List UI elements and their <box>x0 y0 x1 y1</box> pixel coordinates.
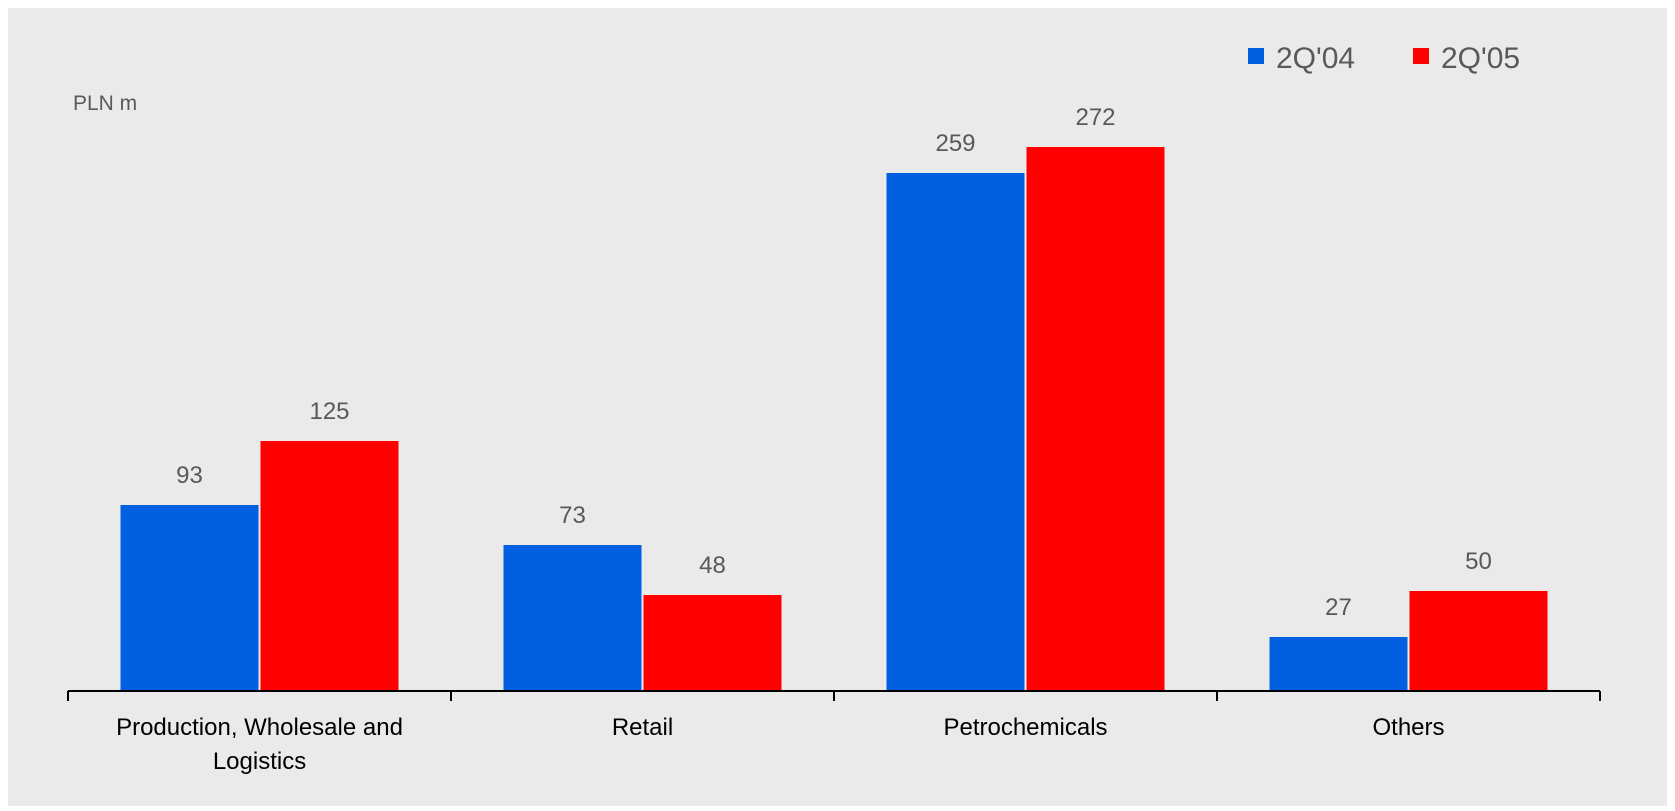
category-label: Others <box>1372 714 1444 741</box>
legend-swatch <box>1413 48 1429 64</box>
x-axis <box>67 690 1601 701</box>
value-label: 48 <box>699 552 726 579</box>
bar <box>1269 637 1408 691</box>
bar <box>643 595 782 691</box>
bar <box>120 505 259 691</box>
value-label: 27 <box>1325 594 1352 621</box>
value-label: 93 <box>176 462 203 489</box>
value-label: 272 <box>1075 104 1115 131</box>
value-label: 259 <box>935 130 975 157</box>
legend-label: 2Q'05 <box>1441 42 1520 75</box>
legend: 2Q'04 2Q'05 <box>1248 42 1520 75</box>
category-labels: Production, Wholesale and Logistics Retail… <box>116 714 1444 775</box>
bars-layer <box>120 147 1548 691</box>
bar <box>260 441 399 691</box>
bar <box>1409 591 1548 691</box>
value-label: 125 <box>309 398 349 425</box>
category-label: Retail <box>612 714 673 741</box>
category-label: Production, Wholesale and Logistics <box>116 714 403 775</box>
value-labels: 93 125 73 48 259 272 27 50 <box>176 104 1492 621</box>
bar <box>886 173 1025 691</box>
bar <box>1026 147 1165 691</box>
value-label: 50 <box>1465 548 1492 575</box>
legend-swatch <box>1248 48 1264 64</box>
category-label: Petrochemicals <box>943 714 1107 741</box>
unit-label: PLN m <box>73 92 137 115</box>
bar <box>503 545 642 691</box>
legend-label: 2Q'04 <box>1276 42 1355 75</box>
value-label: 73 <box>559 502 586 529</box>
